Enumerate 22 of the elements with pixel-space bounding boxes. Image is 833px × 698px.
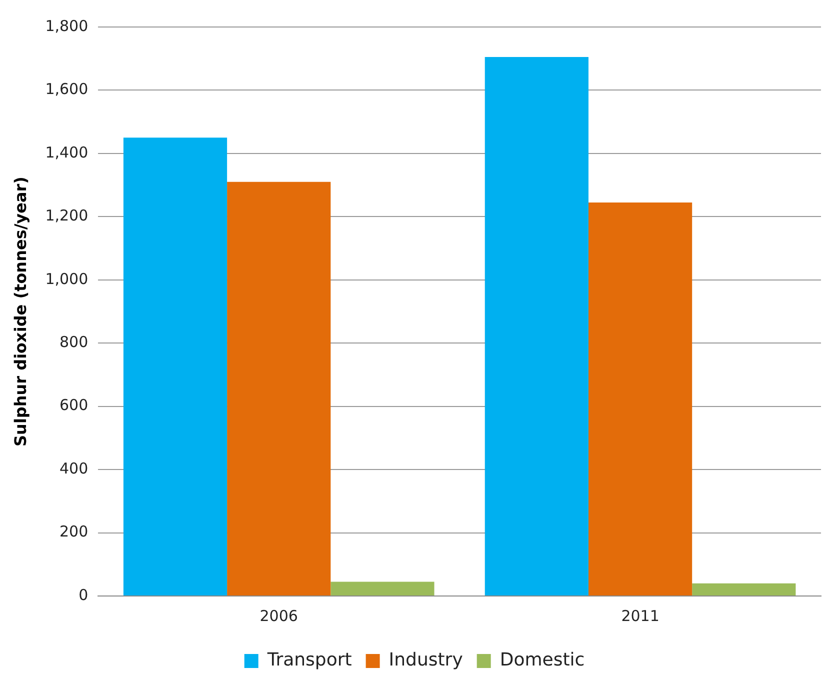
y-tick-label: 400 xyxy=(60,459,88,478)
bar xyxy=(588,202,692,596)
y-tick-label: 1,000 xyxy=(45,270,88,288)
y-tick-label: 800 xyxy=(60,333,88,351)
y-tick-label: 1,200 xyxy=(45,206,88,225)
x-tick-label: 2011 xyxy=(621,606,660,625)
bar xyxy=(484,57,588,596)
legend-label: Domestic xyxy=(500,650,585,671)
y-tick-label: 1,600 xyxy=(45,80,88,98)
bar xyxy=(227,182,331,596)
bar xyxy=(123,138,228,596)
y-tick-label: 600 xyxy=(60,396,88,414)
y-tick-label: 0 xyxy=(78,586,88,604)
bar xyxy=(330,582,434,596)
y-tick-label: 200 xyxy=(60,522,88,541)
legend-label: Transport xyxy=(266,650,352,671)
legend-label: Industry xyxy=(388,650,464,671)
bar xyxy=(692,583,796,596)
y-tick-label: 1,800 xyxy=(45,16,88,35)
x-tick-label: 2006 xyxy=(260,606,298,625)
y-axis-title: Sulphur dioxide (tonnes/year) xyxy=(10,176,30,446)
y-tick-label: 1,400 xyxy=(45,143,88,162)
